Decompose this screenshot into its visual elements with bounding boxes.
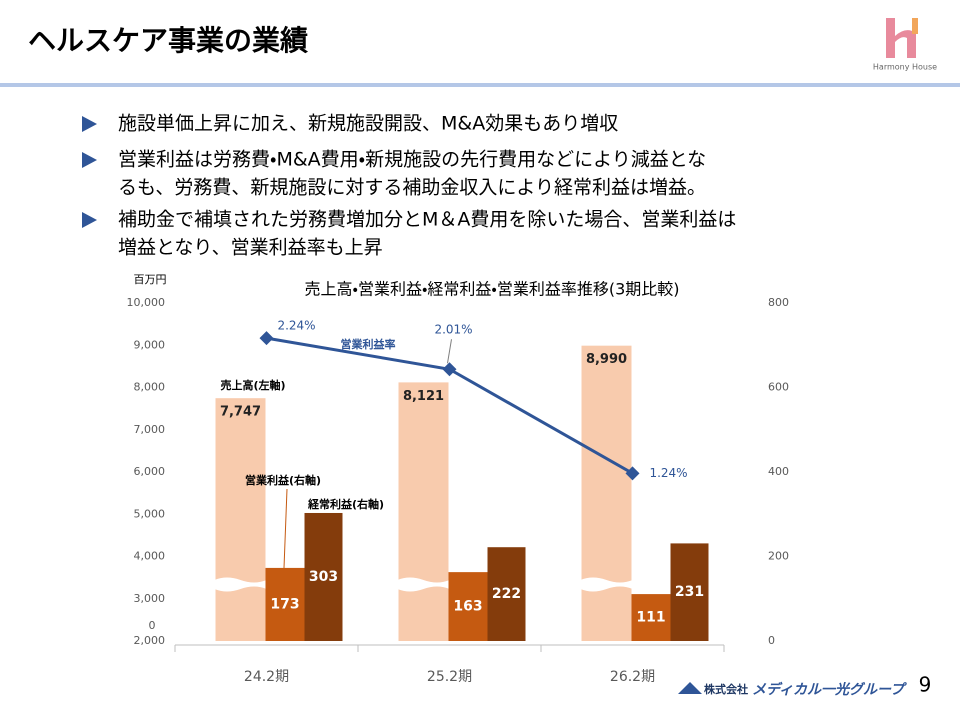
y-tick-label: 3,000 (134, 592, 166, 605)
bar (448, 572, 488, 641)
bar (304, 512, 343, 641)
y-break-label: 0 (149, 619, 156, 632)
value-label: 222 (492, 586, 521, 602)
y-tick-label: 4,000 (134, 550, 166, 563)
y2-tick-label: 0 (768, 634, 775, 647)
value-label: 7,747 (220, 405, 261, 420)
y-tick-label: 2,000 (134, 634, 166, 647)
axis-break (580, 577, 633, 592)
bar (398, 382, 449, 641)
bar (215, 398, 266, 641)
y2-tick-label: 400 (768, 465, 789, 478)
bullet-icon (82, 116, 97, 132)
bullet-text: 営業利益は労務費・M&A費用・新規施設の先行費用などにより減益とな (118, 149, 706, 171)
y-tick-label: 10,000 (127, 296, 166, 309)
axis-break (214, 577, 267, 592)
value-label: 173 (270, 596, 299, 612)
series-label: 経常利益(右軸) (307, 497, 384, 511)
chart-title: 売上高・営業利益・経常利益・営業利益率推移(3期比較) (305, 280, 680, 299)
value-label: 231 (675, 584, 704, 600)
chart: 売上高・営業利益・経常利益・営業利益率推移(3期比較) 百万円 0 2,000 3,00… (127, 273, 790, 685)
line-marker (259, 331, 274, 346)
bullet-icon (82, 212, 97, 228)
line (266, 336, 634, 475)
bar (631, 594, 671, 641)
logo-shape (886, 18, 895, 58)
bullets: 施設単価上昇に加え、新規施設開設、M&A効果もあり増収営業利益は労務費・M&A費… (118, 113, 736, 259)
y-tick-label: 5,000 (134, 507, 166, 520)
page-number: 9 (919, 673, 932, 697)
axis-break (397, 577, 450, 592)
value-label: 303 (309, 569, 338, 585)
company-prefix: 株式会社 (704, 682, 748, 696)
value-label: 1.24% (649, 466, 687, 480)
header-rule (0, 83, 960, 87)
logo-text: Harmony House (873, 63, 937, 72)
value-label: 163 (453, 599, 482, 615)
y2-tick-label: 800 (768, 296, 789, 309)
line-marker (625, 466, 640, 481)
bullet-icons (82, 116, 97, 228)
series-label: 営業利益(右軸) (245, 473, 321, 487)
company-name: メディカル一光グループ (752, 681, 907, 698)
x-tick-label: 25.2期 (427, 669, 472, 685)
slide-title: ヘルスケア事業の業績 (28, 24, 308, 57)
x-tick-label: 26.2期 (610, 669, 655, 685)
leader-line (283, 488, 288, 569)
bullet-text: るも、労務費、新規施設に対する補助金収入により経常利益は増益。 (118, 177, 706, 199)
bar (670, 543, 709, 641)
x-tick-label: 24.2期 (244, 669, 289, 685)
logo-shape (912, 18, 918, 34)
y2-tick-label: 200 (768, 550, 789, 563)
y-tick-label: 7,000 (134, 423, 166, 436)
bullet-text: 施設単価上昇に加え、新規施設開設、M&A効果もあり増収 (118, 113, 618, 135)
bar (487, 547, 526, 641)
logo-shape (895, 30, 916, 58)
company-logo (678, 682, 702, 694)
logo (886, 18, 918, 58)
value-label: 111 (636, 610, 665, 626)
value-label: 8,990 (586, 352, 627, 367)
value-label: 2.24% (277, 319, 315, 333)
bar (265, 567, 305, 641)
y2-tick-label: 600 (768, 381, 789, 394)
company-icon (678, 682, 702, 694)
y-tick-label: 6,000 (134, 465, 166, 478)
bar (581, 345, 632, 641)
line-marker (442, 362, 457, 377)
leader-line (447, 339, 452, 364)
series-label: 売上高(左軸) (220, 378, 285, 392)
bullet-text: 補助金で補填された労務費増加分とM＆A費用を除いた場合、営業利益は (118, 209, 736, 231)
y-axis-unit: 百万円 (134, 273, 167, 286)
series-label: 営業利益率 (341, 337, 396, 351)
value-label: 8,121 (403, 389, 444, 404)
y-tick-label: 8,000 (134, 381, 166, 394)
bullet-icon (82, 152, 97, 168)
value-label: 2.01% (434, 323, 472, 337)
y-tick-label: 9,000 (134, 338, 166, 351)
bullet-text: 増益となり、営業利益率も上昇 (118, 237, 383, 259)
